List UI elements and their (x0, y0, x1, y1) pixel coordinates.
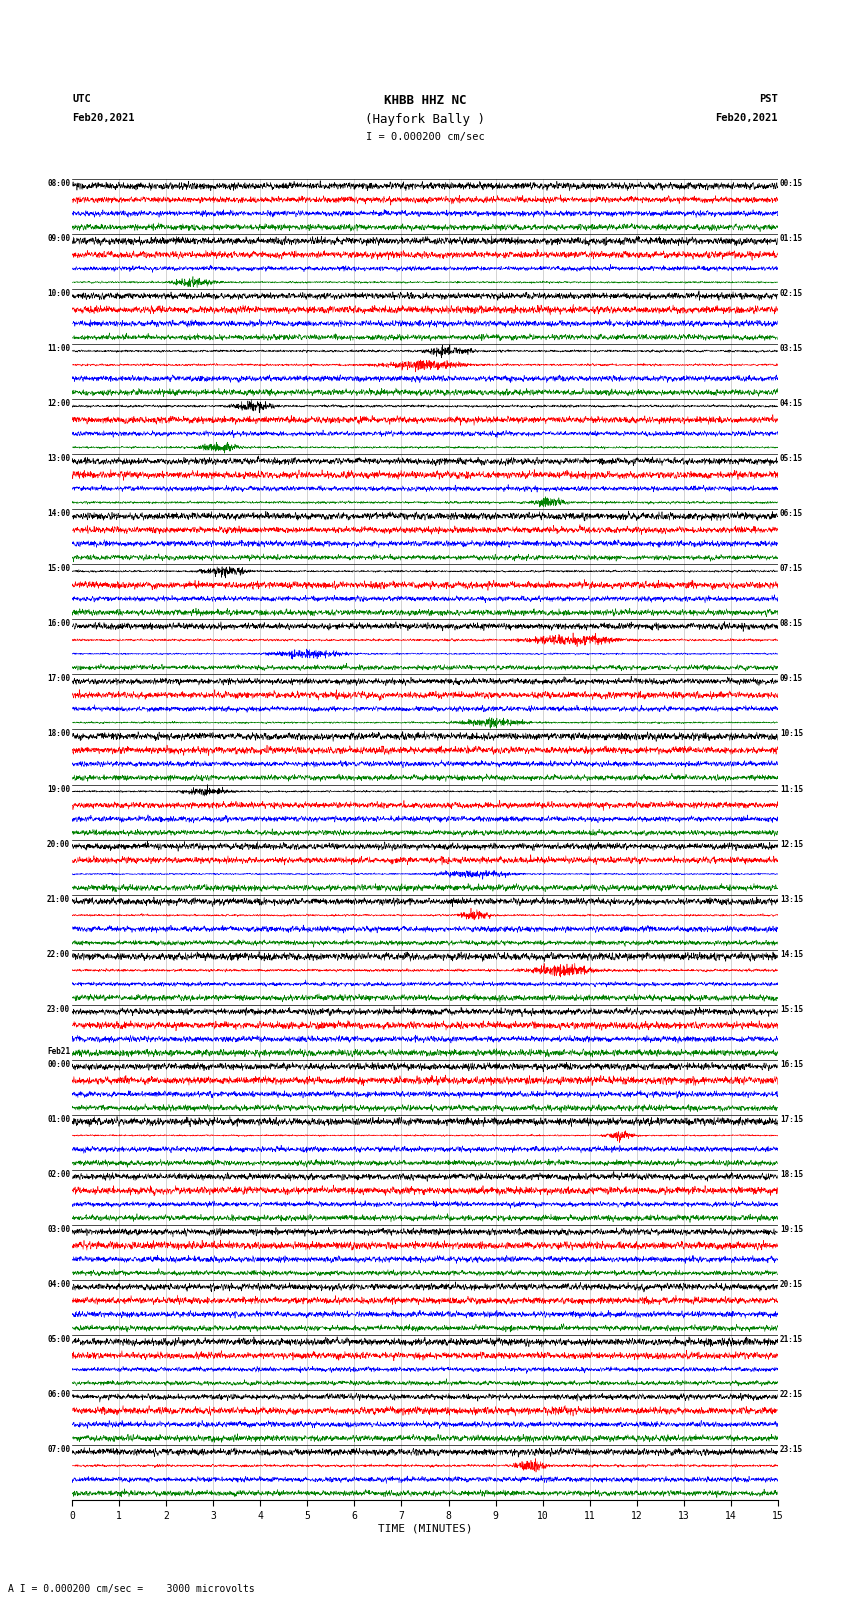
Text: 16:00: 16:00 (47, 619, 71, 629)
Text: 18:15: 18:15 (779, 1169, 803, 1179)
Text: 14:15: 14:15 (779, 950, 803, 958)
X-axis label: TIME (MINUTES): TIME (MINUTES) (377, 1523, 473, 1534)
Text: 11:15: 11:15 (779, 784, 803, 794)
Text: 05:15: 05:15 (779, 455, 803, 463)
Text: 06:00: 06:00 (47, 1390, 71, 1398)
Text: Feb20,2021: Feb20,2021 (715, 113, 778, 123)
Text: 18:00: 18:00 (47, 729, 71, 739)
Text: PST: PST (759, 94, 778, 103)
Text: 08:15: 08:15 (779, 619, 803, 629)
Text: UTC: UTC (72, 94, 91, 103)
Text: 12:00: 12:00 (47, 400, 71, 408)
Text: 00:00: 00:00 (47, 1060, 71, 1069)
Text: 20:00: 20:00 (47, 840, 71, 848)
Text: 17:00: 17:00 (47, 674, 71, 684)
Text: 22:15: 22:15 (779, 1390, 803, 1398)
Text: 19:00: 19:00 (47, 784, 71, 794)
Text: 09:00: 09:00 (47, 234, 71, 244)
Text: 16:15: 16:15 (779, 1060, 803, 1069)
Text: 01:00: 01:00 (47, 1115, 71, 1124)
Text: (Hayfork Bally ): (Hayfork Bally ) (365, 113, 485, 126)
Text: 00:15: 00:15 (779, 179, 803, 189)
Text: 20:15: 20:15 (779, 1281, 803, 1289)
Text: 04:15: 04:15 (779, 400, 803, 408)
Text: 03:15: 03:15 (779, 344, 803, 353)
Text: 21:15: 21:15 (779, 1336, 803, 1344)
Text: KHBB HHZ NC: KHBB HHZ NC (383, 94, 467, 106)
Text: 05:00: 05:00 (47, 1336, 71, 1344)
Text: 17:15: 17:15 (779, 1115, 803, 1124)
Text: 11:00: 11:00 (47, 344, 71, 353)
Text: 01:15: 01:15 (779, 234, 803, 244)
Text: 02:15: 02:15 (779, 289, 803, 298)
Text: 10:15: 10:15 (779, 729, 803, 739)
Text: 02:00: 02:00 (47, 1169, 71, 1179)
Text: 03:00: 03:00 (47, 1224, 71, 1234)
Text: 13:00: 13:00 (47, 455, 71, 463)
Text: 15:15: 15:15 (779, 1005, 803, 1013)
Text: 09:15: 09:15 (779, 674, 803, 684)
Text: 12:15: 12:15 (779, 840, 803, 848)
Text: 15:00: 15:00 (47, 565, 71, 573)
Text: 07:15: 07:15 (779, 565, 803, 573)
Text: 08:00: 08:00 (47, 179, 71, 189)
Text: Feb21: Feb21 (47, 1047, 71, 1055)
Text: 04:00: 04:00 (47, 1281, 71, 1289)
Text: 22:00: 22:00 (47, 950, 71, 958)
Text: I = 0.000200 cm/sec: I = 0.000200 cm/sec (366, 132, 484, 142)
Text: Feb20,2021: Feb20,2021 (72, 113, 135, 123)
Text: 06:15: 06:15 (779, 510, 803, 518)
Text: 21:00: 21:00 (47, 895, 71, 903)
Text: 14:00: 14:00 (47, 510, 71, 518)
Text: 23:00: 23:00 (47, 1005, 71, 1013)
Text: 10:00: 10:00 (47, 289, 71, 298)
Text: 13:15: 13:15 (779, 895, 803, 903)
Text: A I = 0.000200 cm/sec =    3000 microvolts: A I = 0.000200 cm/sec = 3000 microvolts (8, 1584, 255, 1594)
Text: 07:00: 07:00 (47, 1445, 71, 1453)
Text: 23:15: 23:15 (779, 1445, 803, 1453)
Text: 19:15: 19:15 (779, 1224, 803, 1234)
